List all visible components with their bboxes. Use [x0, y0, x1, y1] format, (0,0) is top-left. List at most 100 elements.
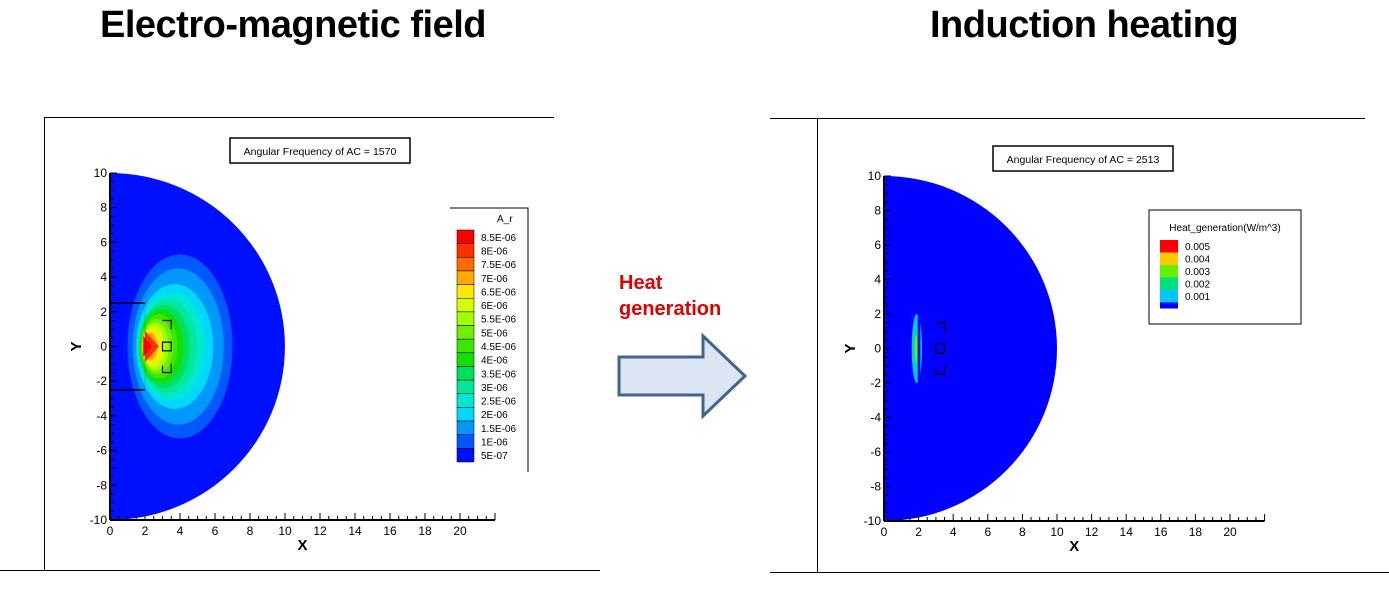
plot-header-text: Angular Frequency of AC = 2513 — [1007, 154, 1160, 166]
y-tick-label: -8 — [870, 480, 881, 494]
legend-swatch — [456, 311, 475, 326]
y-tick-label: -6 — [96, 444, 107, 458]
legend-label: 1E-06 — [481, 438, 508, 449]
left-title: Electro-magnetic field — [100, 4, 486, 46]
y-tick-label: -4 — [870, 411, 881, 425]
legend-label: 4.5E-06 — [481, 342, 516, 353]
legend-swatch — [1160, 252, 1178, 265]
x-tick-label: 2 — [915, 525, 922, 539]
right-contour-plot: 0 2 4 6 8 10 12 14 16 18 201086420-2-4-6-8-10XYAng… — [842, 145, 1302, 555]
plot-header-box — [992, 145, 1174, 172]
legend-swatch — [1160, 290, 1178, 303]
coil-marker — [935, 322, 946, 375]
contour-level — [143, 336, 152, 357]
x-axis-label: X — [1069, 538, 1079, 555]
y-tick-label: 4 — [100, 270, 107, 284]
x-axis-label: X — [297, 537, 307, 554]
legend-title: A_r — [497, 214, 513, 225]
y-tick-label: 2 — [874, 307, 881, 321]
legend-label: 6E-06 — [481, 301, 508, 312]
y-tick-label: 10 — [868, 169, 882, 183]
y-tick-label: 2 — [100, 305, 107, 319]
legend-swatch — [456, 297, 475, 313]
plot-header-text: Angular Frequency of AC = 1570 — [244, 146, 397, 158]
right-bottom-line — [770, 572, 1389, 573]
legend-swatch — [456, 284, 475, 299]
legend-swatch — [1160, 302, 1178, 309]
legend-swatch — [456, 352, 475, 367]
y-axis-label: Y — [68, 341, 85, 351]
legend-label: 0.004 — [1185, 255, 1210, 266]
right-title: Induction heating — [930, 4, 1239, 46]
contour-level — [914, 334, 918, 363]
legend-swatch — [456, 407, 475, 422]
y-tick-label: 0 — [874, 342, 881, 356]
legend-swatch — [456, 229, 475, 244]
x-tick-label: 4 — [950, 525, 957, 539]
legend-label: 8.5E-06 — [481, 233, 516, 244]
legend-swatch — [456, 270, 475, 285]
x-tick-label: 8 — [247, 524, 254, 538]
legend-frame — [450, 207, 529, 472]
legend-swatch — [1160, 265, 1178, 278]
legend-label: 0.003 — [1185, 267, 1210, 278]
contour-field — [110, 173, 285, 520]
contour-level — [884, 176, 1057, 521]
arrow-right-icon — [617, 332, 748, 420]
y-tick-label: -10 — [864, 514, 882, 528]
legend-label: 0.002 — [1185, 280, 1210, 291]
y-tick-label: 8 — [100, 201, 107, 215]
contour-level — [917, 310, 921, 387]
x-tick-label: 18 — [1189, 525, 1203, 539]
heat-generation-label: Heat generation — [619, 272, 722, 320]
legend-label: 0.005 — [1185, 242, 1210, 253]
legend-swatch — [456, 379, 475, 395]
legend-swatch — [456, 366, 475, 381]
x-tick-label: 0 — [881, 525, 888, 539]
y-tick-label: -2 — [870, 376, 881, 390]
legend-label: 4E-06 — [481, 356, 508, 367]
x-tick-label: 20 — [453, 524, 467, 538]
coil-marker — [935, 343, 946, 354]
legend-swatch — [456, 243, 475, 258]
legend-swatch — [456, 420, 475, 435]
y-tick-label: -10 — [90, 513, 108, 527]
legend-label: 7.5E-06 — [481, 260, 516, 271]
x-tick-label: 8 — [1019, 525, 1026, 539]
right-frame-left — [817, 118, 818, 572]
plot-header-box — [229, 137, 411, 164]
legend-swatch — [456, 448, 475, 463]
left-bottom-line — [0, 570, 600, 571]
legend-title: Heat_generation(W/m^3) — [1169, 223, 1280, 234]
coil-marker — [161, 341, 172, 352]
y-tick-label: 6 — [100, 235, 107, 249]
x-tick-label: 10 — [278, 524, 292, 538]
x-tick-label: 12 — [1085, 525, 1099, 539]
x-tick-label: 2 — [142, 524, 149, 538]
legend-swatch — [456, 434, 475, 449]
x-tick-label: 14 — [1120, 525, 1134, 539]
y-tick-label: -8 — [96, 478, 107, 492]
legend-label: 1.5E-06 — [481, 424, 516, 435]
contour-field — [884, 176, 1057, 521]
legend-label: 5.5E-06 — [481, 315, 516, 326]
x-tick-label: 12 — [313, 524, 327, 538]
legend-swatch — [1160, 277, 1178, 290]
y-tick-label: 4 — [874, 273, 881, 287]
legend-label: 3.5E-06 — [481, 369, 516, 380]
x-tick-label: 16 — [383, 524, 397, 538]
x-tick-label: 0 — [107, 524, 114, 538]
right-frame — [770, 118, 1365, 119]
y-axis-label: Y — [842, 343, 859, 353]
legend-label: 3E-06 — [481, 383, 508, 394]
legend-swatch — [1160, 240, 1178, 253]
legend-label: 5E-07 — [481, 451, 508, 462]
legend-label: 0.001 — [1185, 292, 1210, 303]
y-tick-label: -4 — [96, 409, 107, 423]
x-tick-label: 14 — [348, 524, 362, 538]
x-tick-label: 20 — [1223, 525, 1237, 539]
legend-label: 7E-06 — [481, 274, 508, 285]
x-tick-label: 10 — [1050, 525, 1064, 539]
y-tick-label: -2 — [96, 374, 107, 388]
legend-swatch — [456, 257, 475, 272]
